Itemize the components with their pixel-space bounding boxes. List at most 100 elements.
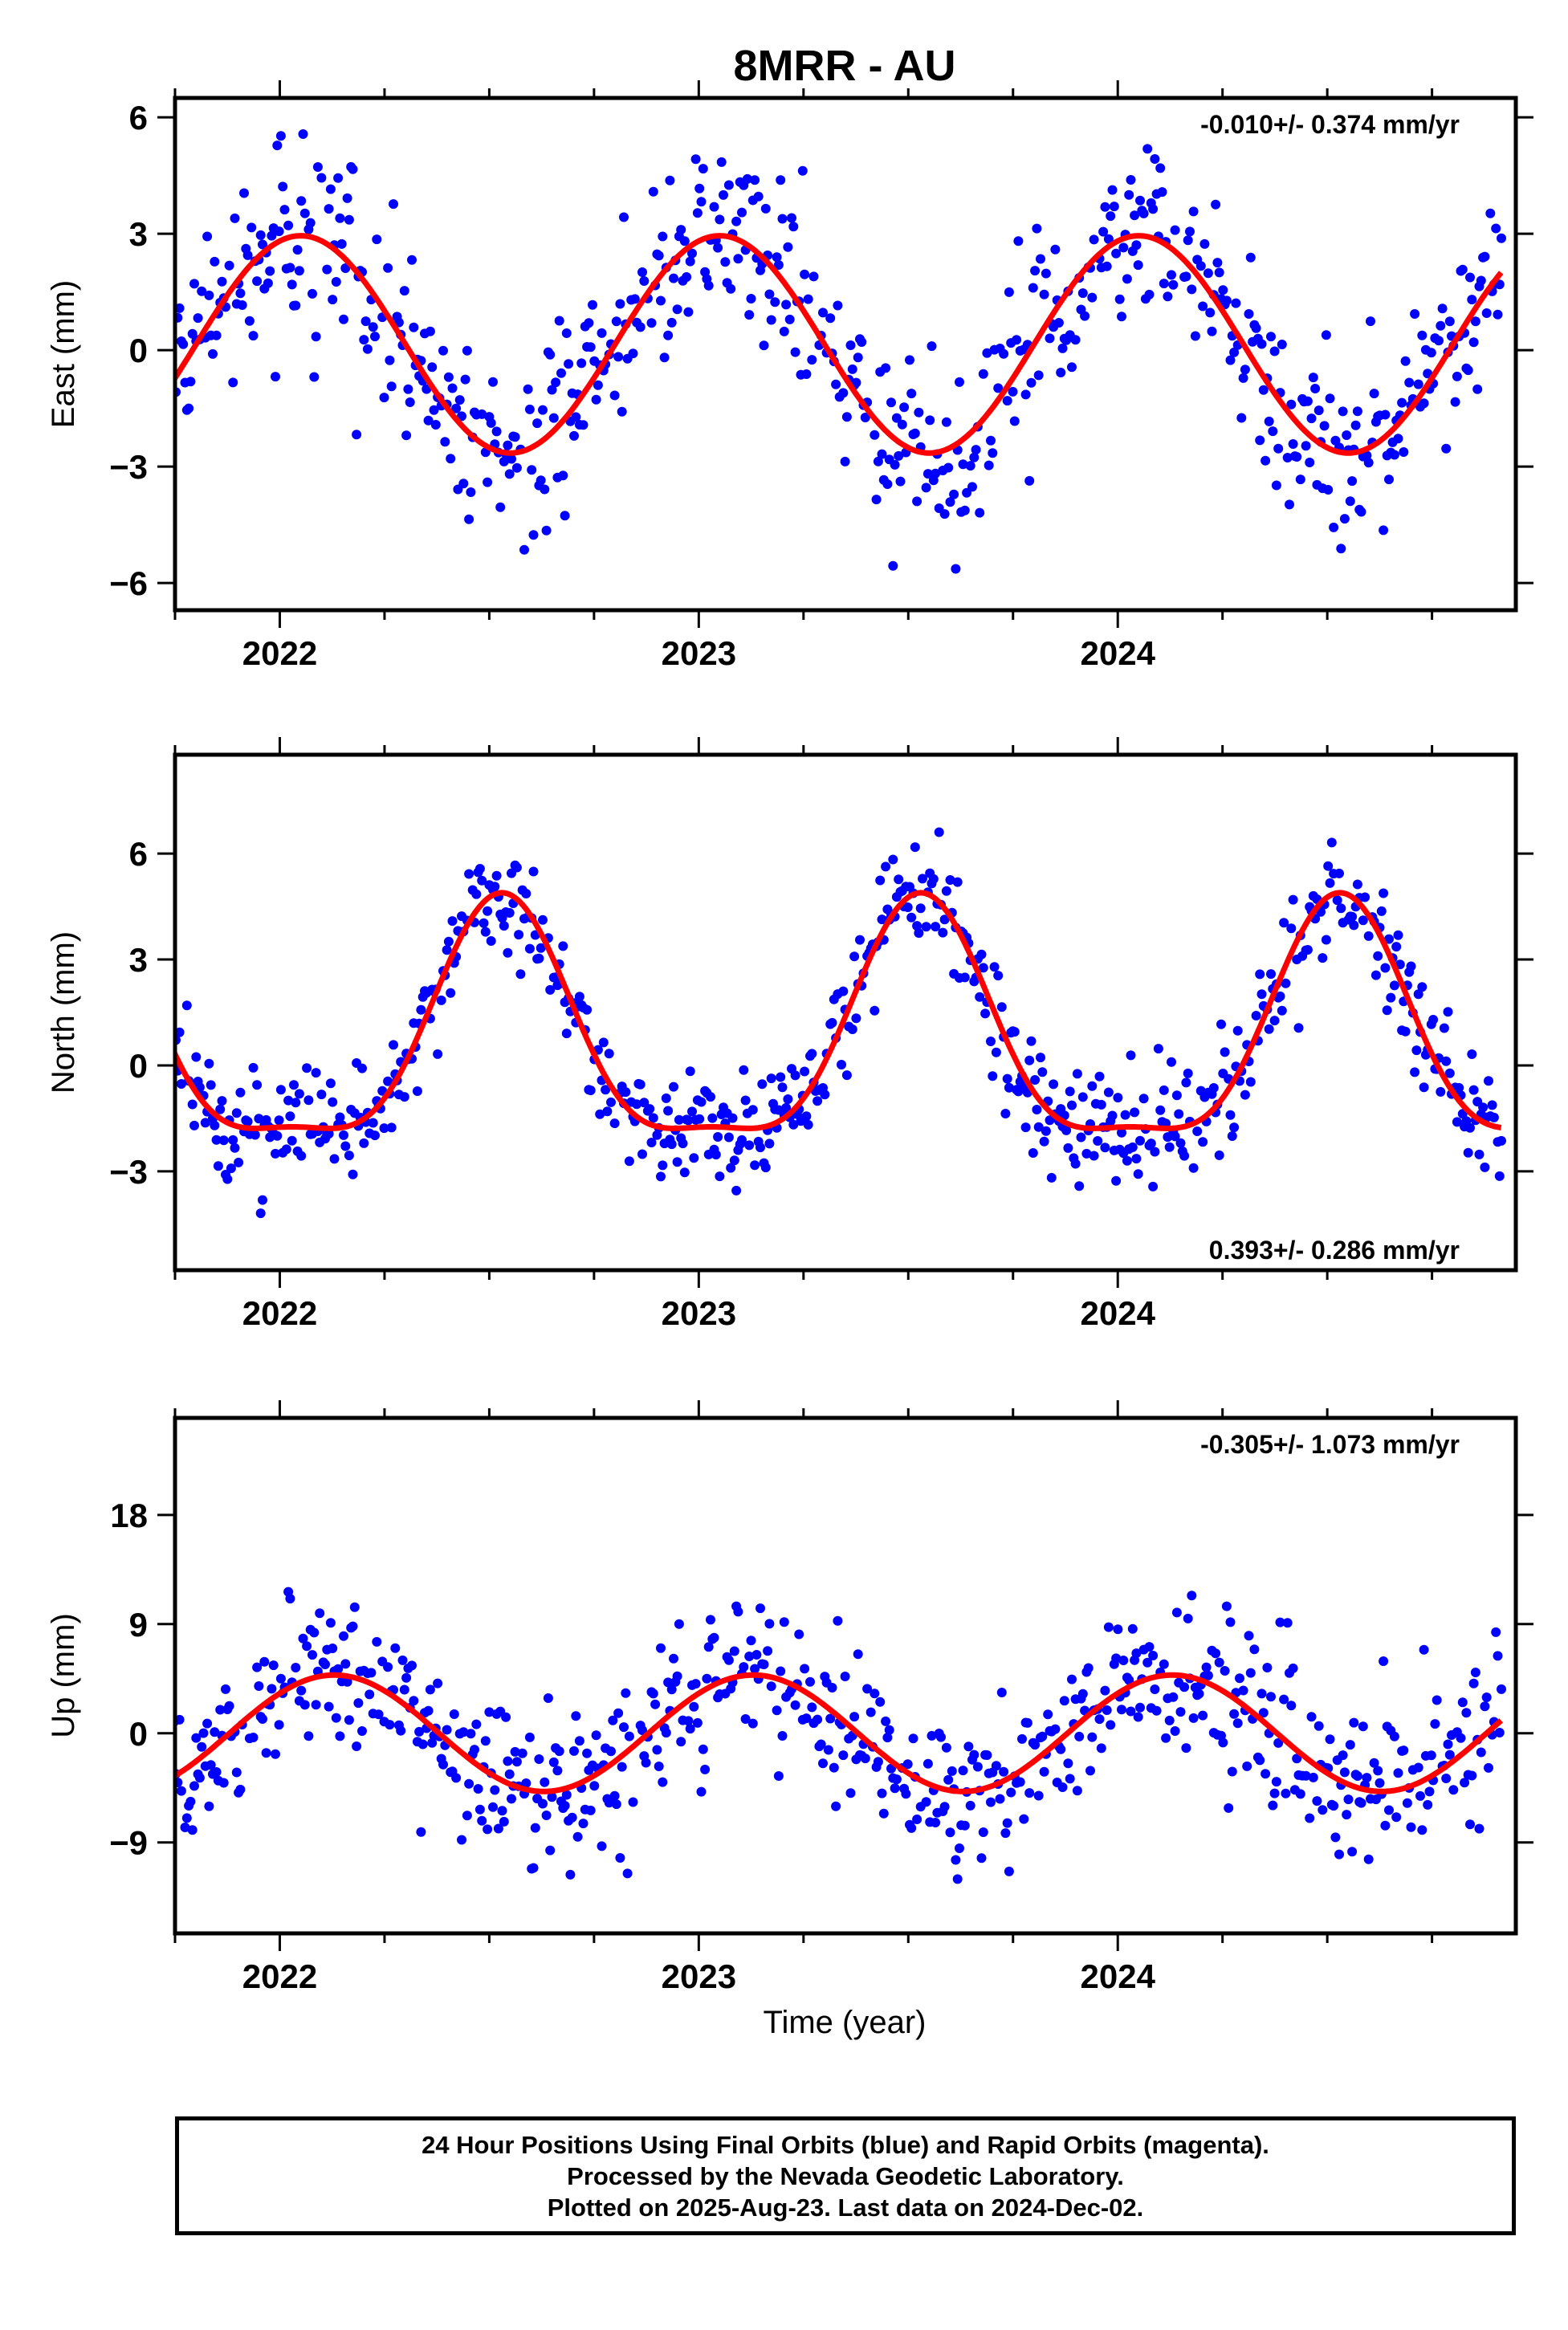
data-point — [934, 827, 944, 837]
data-point — [976, 949, 987, 959]
data-point — [285, 1111, 295, 1122]
data-point — [870, 1688, 880, 1699]
data-point — [296, 1151, 307, 1161]
data-point — [1170, 1131, 1180, 1142]
data-point — [217, 1096, 227, 1106]
data-point — [1030, 266, 1041, 276]
data-point — [524, 404, 535, 414]
data-point — [783, 242, 793, 252]
data-point — [1497, 233, 1506, 243]
data-point — [1131, 240, 1142, 251]
data-point — [1376, 906, 1387, 916]
data-point — [1424, 1786, 1435, 1797]
data-point — [685, 1066, 695, 1077]
data-point — [1201, 1662, 1212, 1672]
data-point — [1159, 279, 1169, 289]
data-point — [759, 340, 769, 351]
data-point — [511, 1757, 522, 1767]
data-point — [344, 1151, 354, 1161]
data-point — [180, 1823, 190, 1832]
data-point — [1397, 397, 1407, 408]
data-point — [401, 1672, 412, 1683]
data-point — [1497, 1135, 1506, 1146]
data-point — [530, 1823, 540, 1833]
y-axis-label: North (mm) — [46, 931, 81, 1094]
data-point — [619, 212, 629, 222]
data-point — [1325, 1734, 1335, 1745]
data-point — [499, 456, 509, 466]
data-point — [1229, 1122, 1240, 1133]
data-point — [1400, 356, 1411, 366]
data-point — [1339, 514, 1350, 524]
data-point — [1491, 223, 1501, 234]
data-point — [246, 222, 257, 233]
data-point — [1138, 1094, 1149, 1104]
data-point — [1258, 1708, 1269, 1718]
data-point — [1170, 1726, 1180, 1736]
data-point — [401, 430, 412, 441]
data-point — [1319, 421, 1330, 431]
data-point — [507, 1794, 516, 1804]
data-point — [307, 288, 317, 299]
data-point — [1313, 405, 1324, 416]
x-tick-label: 2022 — [242, 1957, 317, 1995]
data-point — [210, 256, 220, 267]
data-point — [945, 1827, 955, 1838]
data-point — [197, 1741, 207, 1752]
data-point — [1074, 1181, 1085, 1191]
data-point — [871, 495, 882, 505]
data-point — [1020, 389, 1031, 400]
data-point — [385, 1720, 395, 1730]
data-point — [860, 413, 870, 422]
data-point — [1302, 945, 1313, 955]
data-point — [252, 276, 263, 287]
data-point — [352, 1741, 362, 1751]
data-point — [1244, 309, 1254, 319]
data-point — [713, 1132, 723, 1142]
data-point — [1065, 1086, 1075, 1097]
data-point — [1183, 1613, 1193, 1623]
data-point — [442, 945, 452, 955]
y-tick-label: 0 — [129, 332, 148, 369]
data-point — [1489, 1112, 1499, 1122]
data-point — [807, 1049, 817, 1059]
data-point — [271, 372, 280, 382]
data-point — [578, 420, 589, 430]
data-point — [800, 269, 810, 279]
data-point — [901, 1789, 911, 1799]
data-point — [1379, 888, 1389, 898]
data-point — [1100, 1685, 1110, 1696]
data-point — [995, 1794, 1005, 1804]
data-point — [849, 1712, 860, 1722]
data-point — [1406, 1822, 1416, 1832]
data-point — [1339, 1767, 1350, 1778]
data-point — [881, 862, 891, 872]
data-point — [891, 413, 902, 423]
rate-annotation: -0.305+/- 1.073 mm/yr — [1200, 1430, 1460, 1459]
data-point — [1411, 1045, 1422, 1056]
data-point — [976, 1853, 987, 1864]
data-point — [1242, 1761, 1252, 1771]
data-point — [982, 348, 992, 358]
data-point — [927, 1730, 937, 1741]
data-point — [980, 1008, 991, 1019]
data-point — [746, 1635, 756, 1646]
data-point — [746, 294, 756, 303]
y-tick-label: 9 — [129, 1606, 148, 1644]
data-point — [1221, 295, 1232, 306]
data-point — [988, 1071, 998, 1081]
data-point — [298, 1633, 308, 1644]
data-point — [425, 1684, 435, 1695]
data-point — [1138, 208, 1149, 218]
data-point — [894, 450, 904, 461]
data-point — [1070, 1159, 1081, 1169]
data-point — [1059, 1696, 1069, 1706]
data-point — [698, 164, 708, 174]
data-point — [1236, 413, 1247, 423]
y-tick-label: 0 — [129, 1715, 148, 1753]
data-point — [1313, 1721, 1324, 1731]
caption-line-3: Plotted on 2025-Aug-23. Last data on 202… — [547, 2193, 1144, 2222]
data-point — [1312, 1796, 1322, 1807]
data-point — [1155, 1105, 1166, 1115]
data-point — [912, 496, 922, 507]
